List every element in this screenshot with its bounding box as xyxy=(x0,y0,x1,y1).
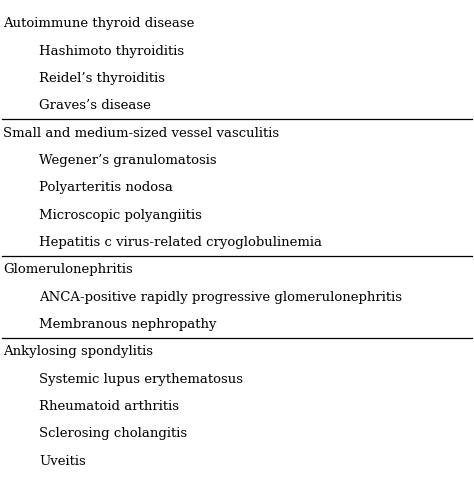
Text: Membranous nephropathy: Membranous nephropathy xyxy=(39,318,217,331)
Text: Sclerosing cholangitis: Sclerosing cholangitis xyxy=(39,428,187,441)
Text: Uveitis: Uveitis xyxy=(39,455,86,468)
Text: Systemic lupus erythematosus: Systemic lupus erythematosus xyxy=(39,373,243,386)
Text: Wegener’s granulomatosis: Wegener’s granulomatosis xyxy=(39,154,217,167)
Text: Glomerulonephritis: Glomerulonephritis xyxy=(3,264,133,276)
Text: Rheumatoid arthritis: Rheumatoid arthritis xyxy=(39,400,179,413)
Text: Microscopic polyangiitis: Microscopic polyangiitis xyxy=(39,209,202,222)
Text: Autoimmune thyroid disease: Autoimmune thyroid disease xyxy=(3,17,194,30)
Text: Reidel’s thyroiditis: Reidel’s thyroiditis xyxy=(39,72,165,85)
Text: Small and medium-sized vessel vasculitis: Small and medium-sized vessel vasculitis xyxy=(3,127,279,140)
Text: Polyarteritis nodosa: Polyarteritis nodosa xyxy=(39,181,173,194)
Text: Hashimoto thyroiditis: Hashimoto thyroiditis xyxy=(39,45,184,58)
Text: Hepatitis c virus-related cryoglobulinemia: Hepatitis c virus-related cryoglobulinem… xyxy=(39,236,322,249)
Text: Graves’s disease: Graves’s disease xyxy=(39,99,151,112)
Text: Ankylosing spondylitis: Ankylosing spondylitis xyxy=(3,346,153,359)
Text: ANCA-positive rapidly progressive glomerulonephritis: ANCA-positive rapidly progressive glomer… xyxy=(39,291,402,304)
